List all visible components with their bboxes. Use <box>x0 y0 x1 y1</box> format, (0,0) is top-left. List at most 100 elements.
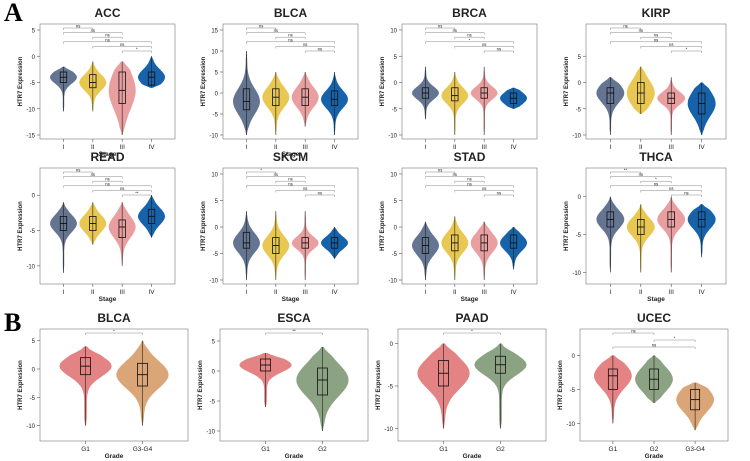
x-tick-label: II <box>639 144 643 151</box>
x-tick-label: G3-G4 <box>133 446 153 453</box>
significance-label: ns <box>318 47 322 52</box>
x-tick-label: G1 <box>439 446 448 453</box>
x-tick-label: III <box>481 144 487 151</box>
x-axis-label: Stage <box>99 151 117 158</box>
significance-bracket <box>275 190 335 193</box>
chart-title: ESCA <box>277 311 311 325</box>
significance-label: ns <box>288 37 292 42</box>
y-tick-label: -10 <box>26 107 35 113</box>
significance-label: ns <box>303 42 307 47</box>
x-tick-label: III <box>669 144 675 151</box>
significance-label: ns <box>288 177 292 182</box>
chart-8: BLCA -10 -5 0 5 HTR7 Expression Grade * G1 G3-G4 <box>18 311 189 460</box>
y-tick-label: 0 <box>394 226 398 232</box>
y-tick-label: 0 <box>572 354 576 360</box>
significance-label: ns <box>639 172 643 177</box>
significance-bracket <box>246 171 277 174</box>
significance-label: ns <box>453 28 457 33</box>
y-axis-label: HTR7 Expression <box>564 201 570 251</box>
y-tick-label: 5 <box>32 29 36 35</box>
significance-bracket <box>612 346 696 349</box>
box-IV <box>147 71 156 86</box>
y-tick-label: 5 <box>394 199 398 205</box>
significance-label: ns <box>669 186 673 191</box>
y-tick-label: 0 <box>394 81 398 87</box>
significance-bracket <box>275 36 306 40</box>
y-tick-label: 0 <box>578 81 582 87</box>
significance-label: ns <box>120 186 124 191</box>
plot-frame <box>585 167 727 285</box>
significance-bracket <box>640 36 672 40</box>
x-tick-label: IV <box>331 289 338 296</box>
x-tick-label: G2 <box>318 446 327 453</box>
x-tick-label: IV <box>699 144 706 151</box>
x-tick-label: III <box>481 289 487 296</box>
significance-bracket <box>265 332 323 335</box>
significance-bracket <box>610 32 672 35</box>
x-tick-label: I <box>246 289 248 296</box>
chart-10: PAAD -10 -5 0 HTR7 Expression Grade * G1 G2 <box>376 311 547 460</box>
box-II <box>89 74 97 89</box>
x-tick-label: I <box>63 289 65 296</box>
plot-frame <box>219 328 369 442</box>
significance-label: ns <box>105 33 109 38</box>
significance-bracket <box>425 32 485 35</box>
y-tick-label: -10 <box>388 134 397 140</box>
y-axis-label: HTR7 Expression <box>380 56 386 106</box>
x-tick-label: I <box>609 289 611 296</box>
significance-bracket <box>610 41 702 44</box>
y-tick-label: -5 <box>392 107 398 113</box>
y-tick-label: -10 <box>209 134 218 140</box>
x-axis-label: Stage <box>461 296 479 303</box>
y-axis-label: HTR7 Expression <box>376 360 382 410</box>
significance-bracket <box>454 180 485 184</box>
chart-title: KIRP <box>642 6 671 20</box>
chart-title: SKCM <box>273 150 308 164</box>
y-tick-label: 5 <box>32 339 36 345</box>
y-tick-label: 10 <box>390 29 397 35</box>
box-I <box>242 231 251 249</box>
x-tick-label: G1 <box>261 446 270 453</box>
significance-bracket <box>454 46 514 49</box>
significance-bracket <box>425 185 514 188</box>
y-tick-label: -5 <box>30 81 36 87</box>
x-tick-label: IV <box>148 144 155 151</box>
significance-bracket <box>612 332 655 335</box>
significance-bracket <box>454 36 485 40</box>
significance-label: ns <box>318 191 322 196</box>
y-tick-label: 15 <box>211 29 218 35</box>
box-III <box>118 219 126 239</box>
significance-label: ns <box>623 24 627 29</box>
significance-label: ns <box>288 181 292 186</box>
significance-label: * <box>260 168 262 173</box>
significance-bracket <box>246 32 306 35</box>
significance-label: ns <box>669 42 673 47</box>
significance-bracket <box>640 180 672 184</box>
significance-bracket <box>304 194 335 197</box>
plot-frame <box>39 23 176 140</box>
x-axis-label: Stage <box>647 296 665 303</box>
x-axis-label: Stage <box>282 296 300 303</box>
box-G2 <box>317 367 328 396</box>
significance-bracket <box>454 190 514 193</box>
x-tick-label: G2 <box>650 446 659 453</box>
significance-label: ns <box>91 28 95 33</box>
chart-title: BLCA <box>97 311 131 325</box>
significance-label: ns <box>105 181 109 186</box>
x-tick-label: I <box>425 289 427 296</box>
plot-frame <box>397 328 547 442</box>
y-tick-label: -10 <box>26 424 35 430</box>
y-tick-label: -10 <box>209 279 218 285</box>
x-tick-label: II <box>453 289 457 296</box>
y-tick-label: 0 <box>212 370 216 376</box>
chart-title: BLCA <box>274 6 308 20</box>
x-tick-label: II <box>274 289 278 296</box>
significance-bracket <box>483 194 514 197</box>
significance-label: ns <box>467 33 471 38</box>
significance-bracket <box>92 36 123 40</box>
y-axis-label: HTR7 Expression <box>18 360 24 410</box>
y-tick-label: -5 <box>210 400 216 406</box>
